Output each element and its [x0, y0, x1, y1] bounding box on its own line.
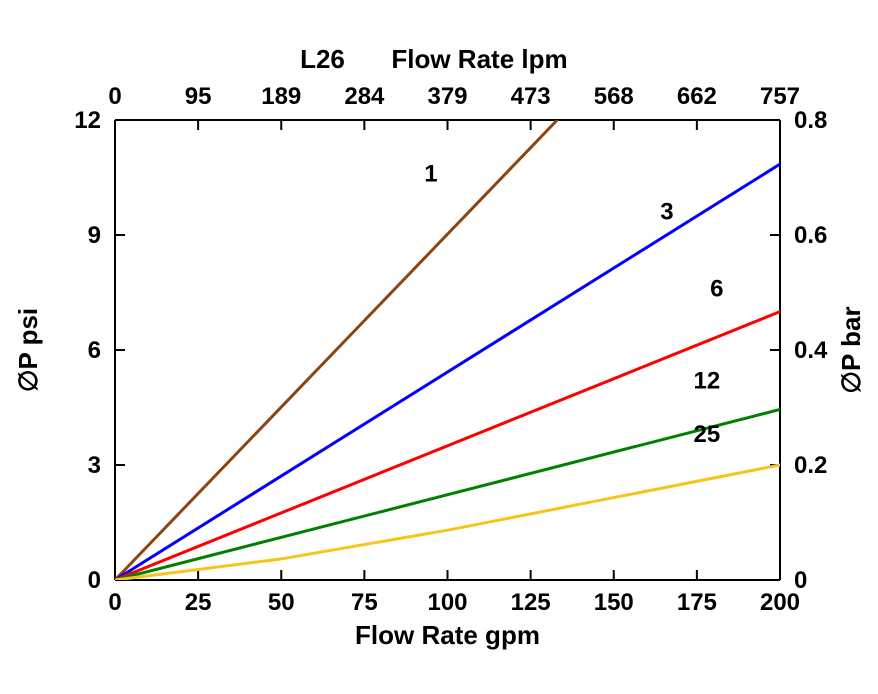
x-top-tick: 284 — [344, 83, 385, 110]
y-left-tick: 12 — [74, 107, 101, 134]
x-bottom-tick: 25 — [185, 589, 212, 616]
y-right-label: ∅P bar — [836, 306, 866, 393]
x-top-tick: 568 — [594, 83, 634, 110]
x-top-tick: 95 — [185, 83, 212, 110]
x-top-tick: 0 — [108, 83, 121, 110]
x-top-tick: 757 — [760, 83, 800, 110]
series-line-6 — [115, 312, 780, 580]
y-left-tick: 0 — [88, 567, 101, 594]
series-line-25 — [115, 465, 780, 580]
series-label-25: 25 — [693, 421, 720, 448]
flow-rate-pressure-chart: 0255075100125150175200Flow Rate gpm09518… — [0, 0, 878, 694]
x-bottom-tick: 50 — [268, 589, 295, 616]
x-top-label: Flow Rate lpm — [391, 44, 567, 74]
x-bottom-tick: 150 — [594, 589, 634, 616]
y-right-tick: 0 — [794, 567, 807, 594]
chart-svg: 0255075100125150175200Flow Rate gpm09518… — [0, 0, 878, 694]
y-right-tick: 0.2 — [794, 452, 827, 479]
y-left-tick: 9 — [88, 222, 101, 249]
x-bottom-tick: 125 — [511, 589, 551, 616]
series-line-3 — [115, 164, 780, 580]
x-bottom-tick: 0 — [108, 589, 121, 616]
y-left-tick: 6 — [88, 337, 101, 364]
series-label-6: 6 — [710, 275, 723, 302]
x-bottom-tick: 175 — [677, 589, 717, 616]
y-left-tick: 3 — [88, 452, 101, 479]
series-label-3: 3 — [660, 199, 673, 226]
x-top-tick: 473 — [511, 83, 551, 110]
series-line-1 — [115, 120, 557, 580]
series-label-1: 1 — [424, 160, 437, 187]
x-bottom-label: Flow Rate gpm — [355, 620, 540, 650]
series-line-12 — [115, 409, 780, 580]
x-bottom-tick: 100 — [427, 589, 467, 616]
series-label-12: 12 — [693, 367, 720, 394]
x-top-tick: 662 — [677, 83, 717, 110]
y-left-label: ∅P psi — [13, 308, 43, 392]
y-right-tick: 0.6 — [794, 222, 827, 249]
chart-title-prefix: L26 — [300, 44, 345, 74]
y-right-tick: 0.4 — [794, 337, 828, 364]
x-top-tick: 379 — [427, 83, 467, 110]
x-bottom-tick: 75 — [351, 589, 378, 616]
x-top-tick: 189 — [261, 83, 301, 110]
y-right-tick: 0.8 — [794, 107, 827, 134]
